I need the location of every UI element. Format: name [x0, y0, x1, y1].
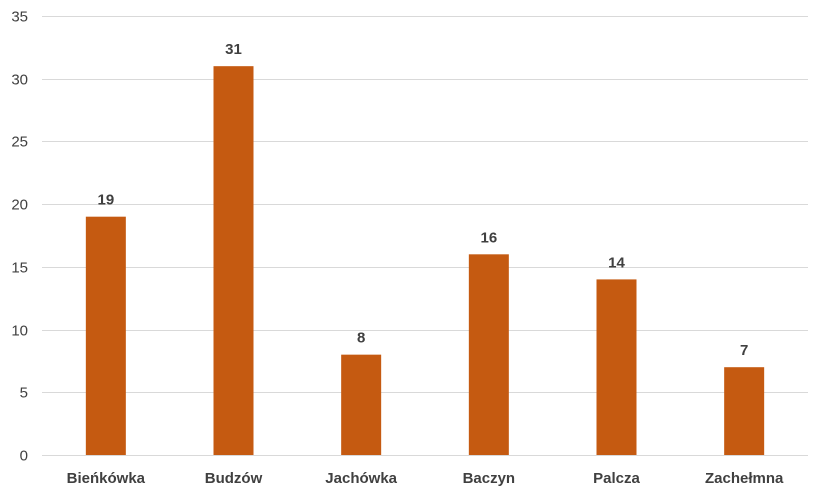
bar — [85, 216, 126, 455]
y-tick-label: 5 — [20, 385, 28, 402]
y-tick-label: 30 — [11, 72, 28, 89]
x-tick-label: Budzów — [205, 470, 263, 487]
bar — [724, 367, 765, 455]
data-label: 31 — [225, 41, 242, 58]
x-axis-ticks: Bieńkówka Budzów Jachówka Baczyn Palcza Zache… — [67, 470, 784, 487]
data-label: 8 — [357, 330, 365, 347]
y-tick-label: 25 — [11, 134, 28, 151]
x-tick-label: Bieńkówka — [67, 470, 146, 487]
x-tick-label: Jachówka — [325, 470, 397, 487]
bar — [213, 66, 254, 456]
y-tick-label: 35 — [11, 9, 28, 26]
y-axis-ticks: 0 5 10 15 20 25 30 35 — [11, 9, 28, 465]
bar — [341, 354, 382, 455]
data-label: 19 — [97, 192, 114, 209]
x-tick-label: Zachełmna — [705, 470, 784, 487]
bars — [85, 66, 765, 456]
y-tick-label: 15 — [11, 260, 28, 277]
y-tick-label: 0 — [20, 448, 28, 465]
y-tick-label: 10 — [11, 323, 28, 340]
data-label: 14 — [608, 254, 625, 271]
bar — [596, 279, 637, 455]
data-label: 7 — [740, 342, 748, 359]
gridlines — [42, 16, 808, 456]
data-labels: 19 31 8 16 14 7 — [97, 41, 748, 359]
x-tick-label: Baczyn — [463, 470, 516, 487]
data-label: 16 — [480, 229, 497, 246]
bar — [468, 254, 509, 455]
x-tick-label: Palcza — [593, 470, 640, 487]
y-tick-label: 20 — [11, 197, 28, 214]
